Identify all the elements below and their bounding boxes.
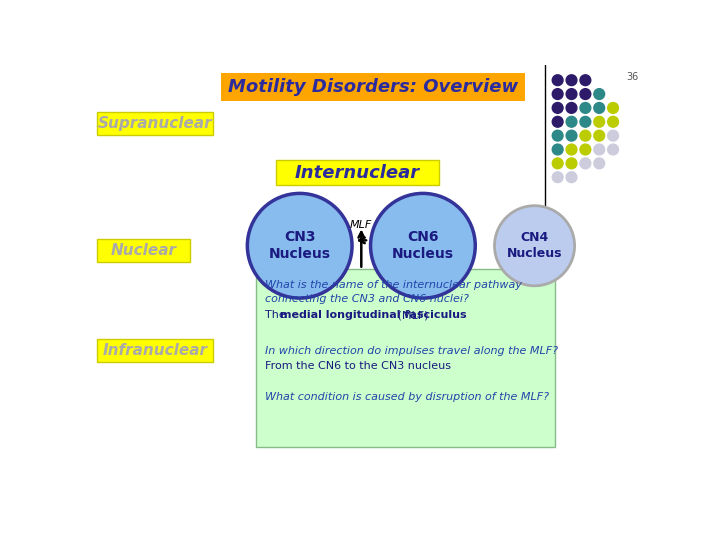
Circle shape	[608, 103, 618, 113]
Circle shape	[248, 193, 352, 298]
Circle shape	[566, 172, 577, 183]
Circle shape	[552, 144, 563, 155]
Text: What is the name of the internuclear pathway
connecting the CN3 and CN6 nuclei?: What is the name of the internuclear pat…	[265, 280, 522, 303]
FancyBboxPatch shape	[221, 73, 525, 101]
Circle shape	[552, 89, 563, 99]
Circle shape	[552, 130, 563, 141]
Circle shape	[495, 206, 575, 286]
Text: CN4
Nucleus: CN4 Nucleus	[507, 231, 562, 260]
Circle shape	[594, 130, 605, 141]
Circle shape	[566, 75, 577, 85]
Text: The: The	[265, 310, 289, 320]
Circle shape	[552, 75, 563, 85]
Text: Nuclear: Nuclear	[110, 243, 176, 258]
Circle shape	[552, 158, 563, 168]
Text: MLF: MLF	[350, 220, 372, 229]
Circle shape	[580, 75, 590, 85]
Circle shape	[566, 117, 577, 127]
Circle shape	[594, 103, 605, 113]
Circle shape	[594, 89, 605, 99]
Text: Infranuclear: Infranuclear	[102, 343, 207, 358]
Text: Motility Disorders: Overview: Motility Disorders: Overview	[228, 78, 518, 96]
Circle shape	[580, 117, 590, 127]
Circle shape	[608, 117, 618, 127]
Text: Internuclear: Internuclear	[295, 164, 420, 181]
Circle shape	[580, 103, 590, 113]
FancyBboxPatch shape	[276, 160, 439, 185]
Text: (MLF): (MLF)	[395, 310, 429, 320]
Text: 36: 36	[626, 72, 639, 83]
FancyBboxPatch shape	[97, 112, 212, 135]
Circle shape	[580, 144, 590, 155]
Text: In which direction do impulses travel along the MLF?: In which direction do impulses travel al…	[265, 346, 558, 356]
Circle shape	[594, 158, 605, 168]
Text: From the CN6 to the CN3 nucleus: From the CN6 to the CN3 nucleus	[265, 361, 451, 372]
Circle shape	[371, 193, 475, 298]
Circle shape	[608, 144, 618, 155]
Circle shape	[580, 89, 590, 99]
Circle shape	[566, 144, 577, 155]
Circle shape	[552, 172, 563, 183]
Circle shape	[552, 103, 563, 113]
Text: medial longitudinal fasciculus: medial longitudinal fasciculus	[281, 310, 467, 320]
Circle shape	[580, 130, 590, 141]
FancyBboxPatch shape	[97, 339, 212, 362]
Circle shape	[566, 103, 577, 113]
Text: CN6
Nucleus: CN6 Nucleus	[392, 230, 454, 261]
Circle shape	[580, 158, 590, 168]
FancyBboxPatch shape	[256, 269, 555, 448]
Circle shape	[608, 130, 618, 141]
Circle shape	[566, 130, 577, 141]
Text: CN3
Nucleus: CN3 Nucleus	[269, 230, 330, 261]
Circle shape	[594, 117, 605, 127]
Circle shape	[566, 89, 577, 99]
Text: What condition is caused by disruption of the MLF?: What condition is caused by disruption o…	[265, 392, 549, 402]
Text: Supranuclear: Supranuclear	[98, 116, 212, 131]
Circle shape	[594, 144, 605, 155]
Circle shape	[566, 158, 577, 168]
Circle shape	[552, 117, 563, 127]
FancyBboxPatch shape	[97, 239, 189, 262]
